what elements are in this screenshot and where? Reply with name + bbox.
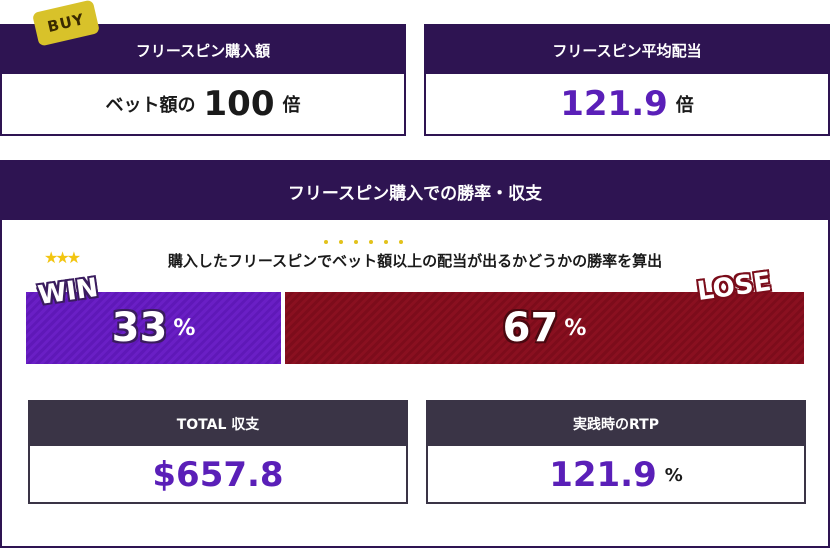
rtp-panel: 実践時のRTP 121.9 % bbox=[426, 400, 806, 504]
win-rate-panel: フリースピン購入での勝率・収支 ★★★ 購入したフリースピンでベット額以上の配当… bbox=[0, 160, 830, 548]
win-rate-title: フリースピン購入での勝率・収支 bbox=[2, 162, 828, 220]
total-balance-panel: TOTAL 収支 $657.8 bbox=[28, 400, 408, 504]
total-balance-title: TOTAL 収支 bbox=[30, 402, 406, 446]
total-balance-value: $657.8 bbox=[152, 455, 284, 495]
avg-payout-panel: フリースピン平均配当 121.9 倍 bbox=[424, 24, 830, 136]
lose-bar: 67 % bbox=[285, 292, 804, 364]
lose-percent-value: 67 bbox=[502, 305, 559, 351]
buy-cost-unit: 倍 bbox=[282, 95, 301, 116]
rtp-body: 121.9 % bbox=[428, 446, 804, 504]
avg-payout-title: フリースピン平均配当 bbox=[426, 26, 828, 74]
rtp-unit: % bbox=[664, 464, 683, 486]
star-icon: ★★★ bbox=[44, 248, 81, 267]
win-percent-unit: % bbox=[173, 315, 196, 341]
avg-payout-body: 121.9 倍 bbox=[426, 74, 828, 134]
buy-cost-body: ベット額の 100 倍 bbox=[2, 74, 404, 134]
win-bar: 33 % bbox=[26, 292, 281, 364]
buy-cost-prefix: ベット額の bbox=[105, 95, 196, 116]
win-percent-value: 33 bbox=[111, 305, 168, 351]
buy-cost-value: 100 bbox=[203, 84, 275, 124]
lose-percent-unit: % bbox=[564, 315, 587, 341]
rtp-title: 実践時のRTP bbox=[428, 402, 804, 446]
avg-payout-value: 121.9 bbox=[560, 84, 668, 124]
total-balance-body: $657.8 bbox=[30, 446, 406, 504]
avg-payout-unit: 倍 bbox=[675, 95, 694, 116]
rtp-value: 121.9 bbox=[549, 455, 657, 495]
win-rate-description: 購入したフリースピンでベット額以上の配当が出るかどうかの勝率を算出 bbox=[167, 252, 663, 270]
emphasis-dots bbox=[324, 240, 403, 244]
